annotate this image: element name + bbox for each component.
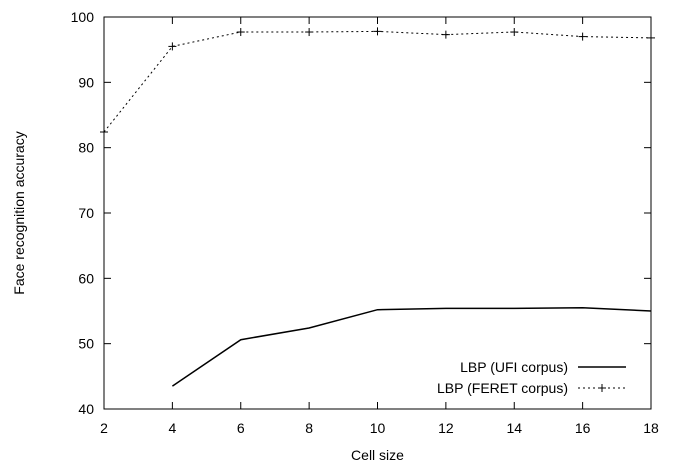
data-point-feret bbox=[441, 30, 450, 39]
x-tick-label: 4 bbox=[168, 420, 176, 436]
y-tick-label: 50 bbox=[78, 336, 94, 352]
x-tick-label: 16 bbox=[575, 420, 591, 436]
legend-plus-marker bbox=[598, 384, 606, 392]
data-point-feret bbox=[236, 28, 245, 37]
x-tick-label: 18 bbox=[643, 420, 659, 436]
series-line-ufi bbox=[171, 306, 652, 387]
x-tick-label: 8 bbox=[305, 420, 313, 436]
y-tick-label: 40 bbox=[78, 401, 94, 417]
legend-label-feret: LBP (FERET corpus) bbox=[437, 380, 568, 396]
y-tick-label: 60 bbox=[78, 270, 94, 286]
legend-label-ufi: LBP (UFI corpus) bbox=[460, 359, 568, 375]
x-tick-label: 2 bbox=[100, 420, 108, 436]
data-point-feret bbox=[373, 27, 382, 36]
legend-marker-feret bbox=[598, 384, 606, 392]
data-point-feret bbox=[578, 32, 587, 41]
legend: LBP (UFI corpus) LBP (FERET corpus) bbox=[437, 359, 626, 396]
y-tick-label: 100 bbox=[71, 9, 95, 25]
y-tick-label: 80 bbox=[78, 140, 94, 156]
x-tick-label: 10 bbox=[370, 420, 386, 436]
data-point-feret bbox=[305, 28, 314, 37]
x-tick-label: 12 bbox=[438, 420, 454, 436]
y-axis-title: Face recognition accuracy bbox=[11, 131, 27, 294]
data-point-feret bbox=[510, 28, 519, 37]
x-axis-title: Cell size bbox=[351, 447, 404, 463]
y-tick-label: 70 bbox=[78, 205, 94, 221]
data-point-feret bbox=[168, 42, 177, 51]
y-tick-label: 90 bbox=[78, 74, 94, 90]
x-tick-label: 14 bbox=[506, 420, 522, 436]
ticks-layer: 2 4 6 8 10 12 14 16 18 40 50 60 70 80 90 100 bbox=[71, 9, 659, 436]
x-tick-label: 6 bbox=[237, 420, 245, 436]
plot-frame bbox=[103, 16, 652, 410]
